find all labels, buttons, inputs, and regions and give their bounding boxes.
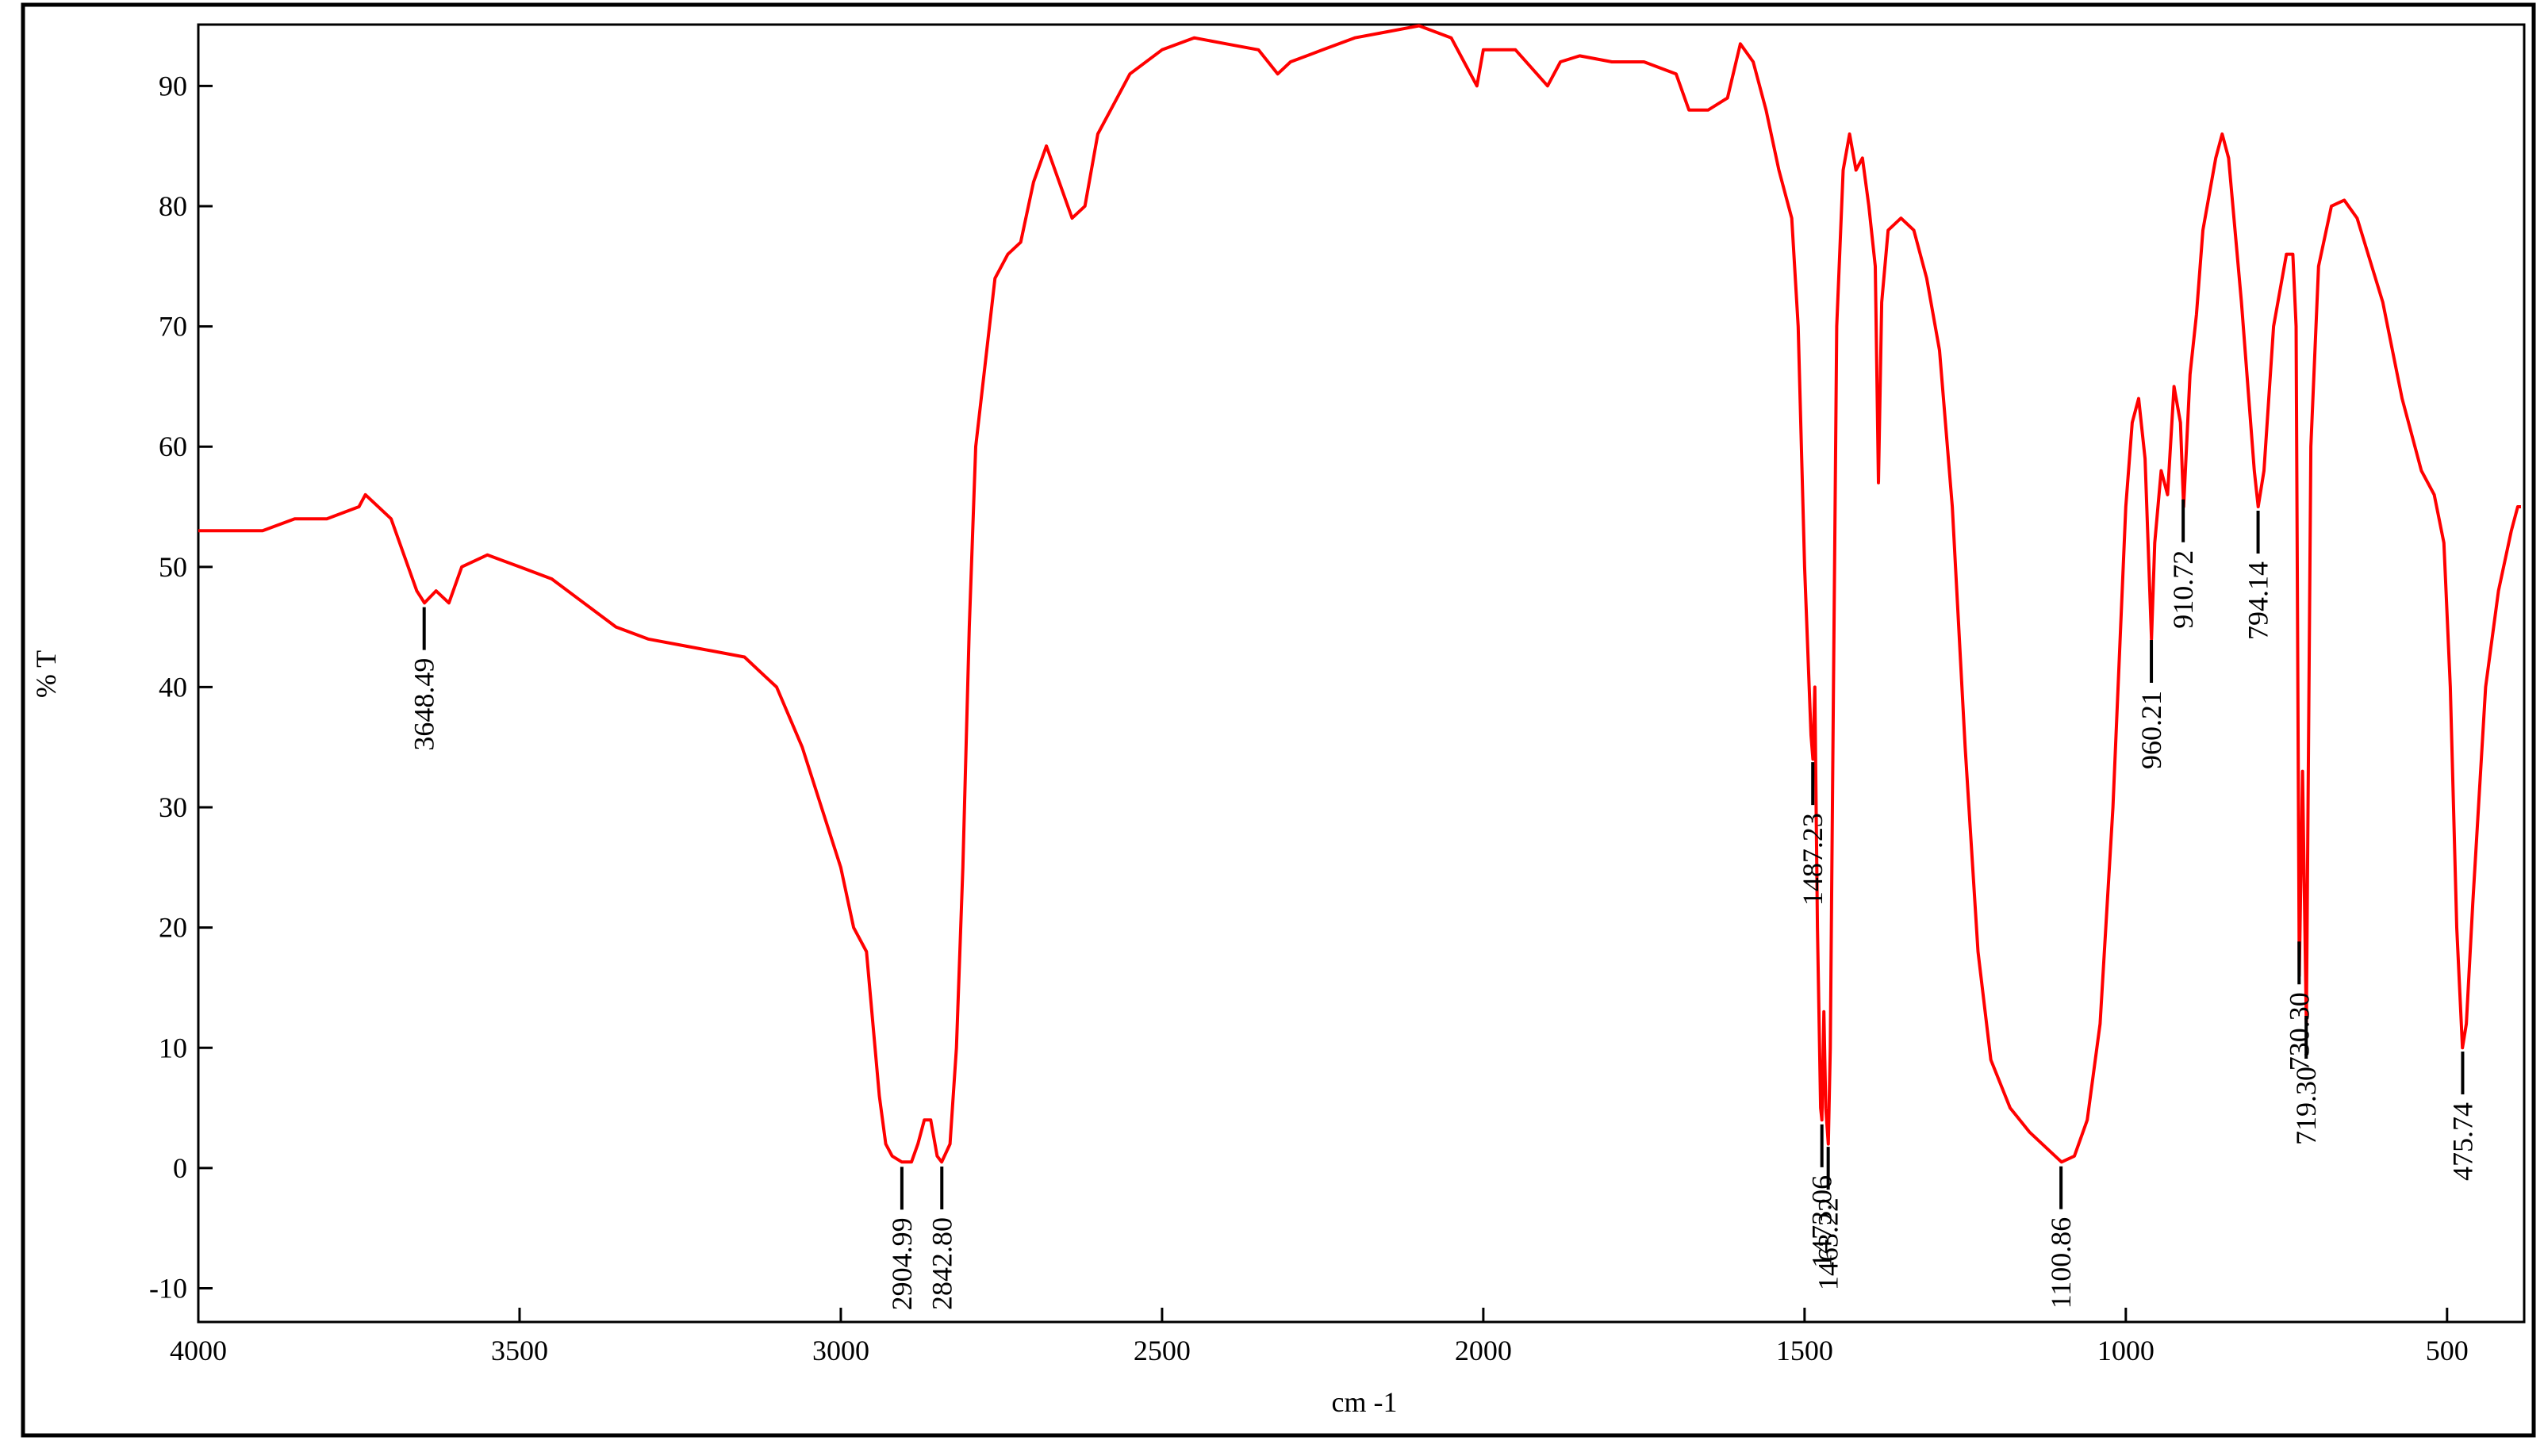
x-tick-label: 2500 [1134,1335,1191,1366]
peak-label: 2904.99 [886,1217,918,1310]
peak-label: 2842.80 [926,1217,957,1310]
y-tick-label: 90 [159,70,187,102]
x-tick-label: 3500 [491,1335,548,1366]
y-tick-label: 20 [159,912,187,944]
y-tick-label: 0 [173,1152,187,1184]
y-tick-label: 60 [159,431,187,462]
spectrum-line [198,24,2521,1164]
peak-label: 960.21 [2135,691,2167,769]
outer-frame [21,2,2536,1438]
x-tick-label: 1000 [2097,1335,2155,1366]
y-tick-label: 10 [159,1032,187,1063]
peak-label: 1100.86 [2045,1217,2077,1309]
x-tick-label: 3000 [812,1335,869,1366]
peak-label: 1487.23 [1797,813,1828,906]
y-tick-label: 40 [159,671,187,703]
peak-label: 1463.22 [1813,1197,1844,1290]
peak-label: 910.72 [2167,550,2199,629]
peak-label: 730.30 [2283,992,2315,1071]
x-tick-label: 500 [2426,1335,2469,1366]
x-tick-label: 2000 [1455,1335,1512,1366]
peak-label: 1473.06 [1806,1175,1838,1268]
x-axis-label: cm -1 [1332,1386,1398,1418]
y-tick-label: -10 [149,1273,187,1305]
y-tick-label: 50 [159,551,187,583]
y-tick-label: 70 [159,311,187,343]
y-axis-label: % T [30,650,62,698]
plot-frame [197,23,2526,1324]
peak-label: 794.14 [2243,561,2274,640]
y-tick-label: 30 [159,791,187,823]
peak-label: 719.30 [2290,1067,2322,1145]
x-tick-label: 1500 [1776,1335,1833,1366]
y-tick-label: 80 [159,190,187,222]
peak-label: 3648.49 [409,658,440,751]
x-tick-label: 4000 [170,1335,227,1366]
peak-label: 475.74 [2446,1102,2478,1181]
